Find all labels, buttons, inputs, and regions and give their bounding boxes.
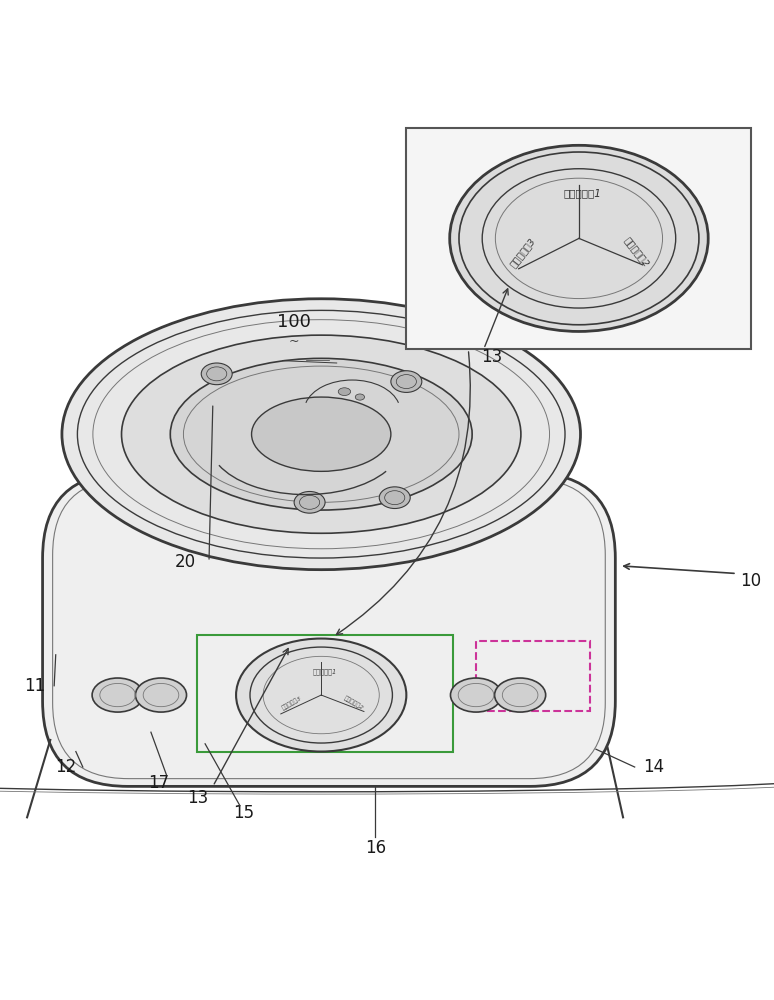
- Text: 17: 17: [148, 774, 170, 792]
- Text: 一级功能键3: 一级功能键3: [509, 236, 537, 269]
- Ellipse shape: [355, 394, 365, 400]
- Text: 13: 13: [481, 348, 502, 366]
- Ellipse shape: [92, 678, 143, 712]
- Text: 二级功能键1: 二级功能键1: [564, 188, 601, 198]
- Bar: [197, 635, 453, 752]
- Ellipse shape: [135, 678, 187, 712]
- Text: 13: 13: [187, 789, 208, 807]
- Bar: [476, 641, 590, 711]
- Ellipse shape: [201, 363, 232, 385]
- Ellipse shape: [170, 358, 472, 510]
- Text: 12: 12: [55, 758, 77, 776]
- Text: 100: 100: [277, 313, 311, 331]
- Ellipse shape: [338, 388, 351, 396]
- Text: 二级功能键2: 二级功能键2: [343, 695, 365, 711]
- Ellipse shape: [391, 371, 422, 392]
- Ellipse shape: [450, 145, 708, 331]
- Ellipse shape: [122, 335, 521, 533]
- Text: 14: 14: [643, 758, 665, 776]
- Ellipse shape: [252, 397, 391, 471]
- Ellipse shape: [236, 639, 406, 752]
- Text: 一级功能键2: 一级功能键2: [623, 236, 651, 269]
- Ellipse shape: [495, 678, 546, 712]
- Ellipse shape: [379, 487, 410, 509]
- Text: 10: 10: [740, 572, 762, 590]
- Text: ~: ~: [289, 335, 300, 348]
- Text: 二级功能键1: 二级功能键1: [313, 669, 337, 675]
- FancyBboxPatch shape: [43, 473, 615, 786]
- Text: 20: 20: [175, 553, 197, 571]
- Ellipse shape: [294, 491, 325, 513]
- Text: 一级功能键3: 一级功能键3: [281, 695, 303, 711]
- Ellipse shape: [62, 299, 580, 570]
- Text: 15: 15: [233, 804, 255, 822]
- Text: 11: 11: [24, 677, 46, 695]
- Bar: [406, 128, 751, 349]
- Ellipse shape: [450, 678, 502, 712]
- Text: 16: 16: [365, 839, 386, 857]
